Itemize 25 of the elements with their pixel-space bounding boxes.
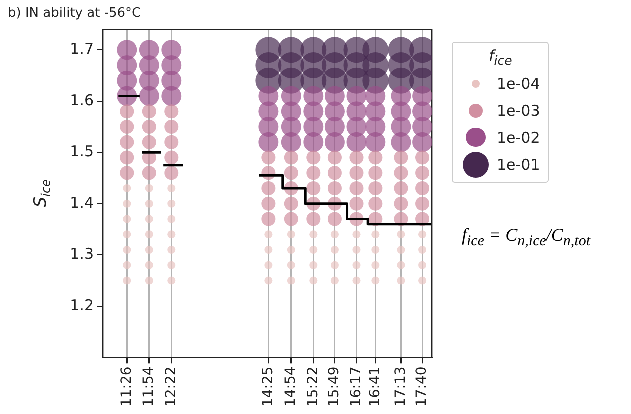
x-tick-label: 11:54: [141, 366, 158, 408]
legend-label: 1e-02: [497, 128, 540, 146]
legend-label: 1e-03: [497, 102, 540, 120]
legend-label: 1e-04: [497, 74, 540, 92]
x-tick-label: 16:41: [367, 366, 384, 408]
y-tick-label: 1.7: [70, 40, 94, 58]
y-tick-label: 1.5: [70, 142, 94, 161]
x-tick-label: 15:49: [326, 366, 343, 408]
x-tick-label: 11:26: [118, 366, 135, 408]
x-tick-label: 16:17: [348, 366, 364, 408]
y-tick-label: 1.4: [70, 194, 94, 212]
x-tick-label: 15:22: [305, 366, 322, 408]
legend-title: f$_{ice}$: [488, 47, 514, 68]
y-tick-label: 1.6: [70, 91, 94, 110]
x-tick-label: 14:25: [260, 366, 276, 408]
x-tick-label: 12:22: [163, 366, 180, 408]
y-tick-label: 1.2: [70, 296, 94, 314]
legend-label: 1e-01: [497, 156, 540, 174]
x-tick-label: 17:13: [392, 366, 409, 408]
text: f$_{ice}$ = C$_{n,ice}$/C$_{n,tot}$: [462, 225, 590, 251]
x-tick-label: 14:54: [283, 366, 300, 408]
x-tick-label: 17:40: [414, 366, 430, 408]
y-tick-label: 1.3: [70, 245, 94, 264]
chart-title: b) IN ability at -56°C: [8, 6, 142, 22]
y-axis-title: Sice: [31, 180, 53, 208]
